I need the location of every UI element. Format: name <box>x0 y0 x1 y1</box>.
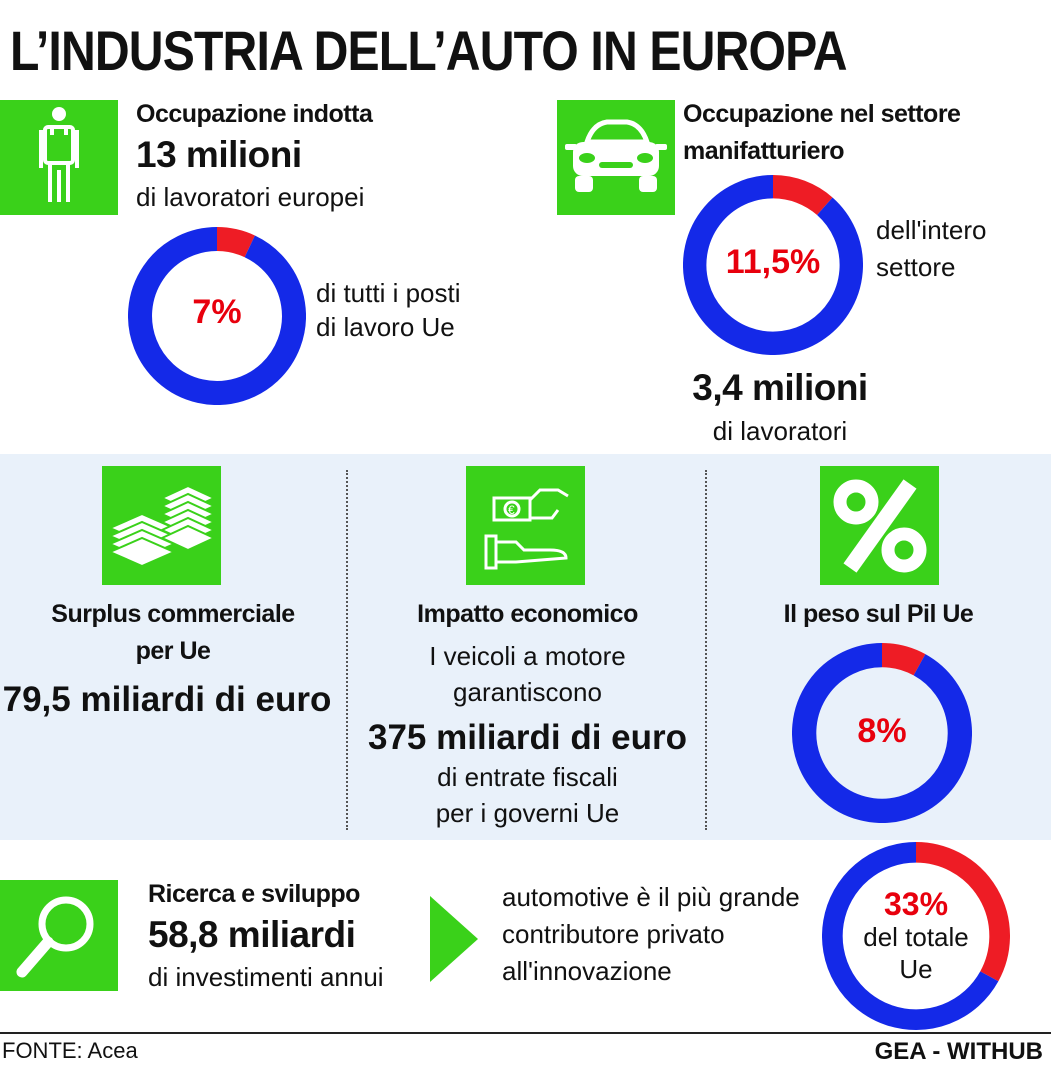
car-icon <box>565 119 667 192</box>
donut-slice-rest <box>822 842 999 1030</box>
indotta-note-2: di lavoro Ue <box>316 312 455 342</box>
indotta-heading: Occupazione indotta <box>136 100 373 128</box>
impatto-value: 375 miliardi di euro <box>368 718 687 757</box>
indotta-note-1: di tutti i posti <box>316 278 461 308</box>
donut-ricerca-svg <box>822 842 1010 1030</box>
money-stack-icon <box>107 484 217 568</box>
manif-value: 3,4 milioni <box>692 367 868 408</box>
surplus-heading-2: per Ue <box>135 637 211 665</box>
donut-slice-highlight <box>772 175 833 216</box>
donut-slice-highlight <box>915 842 1010 982</box>
manif-note-2: settore <box>876 252 956 282</box>
ricerca-text-3: all'innovazione <box>502 956 672 986</box>
donut-pil-svg <box>792 643 972 823</box>
money-stack-icon-box <box>102 466 221 585</box>
ricerca-value: 58,8 miliardi <box>148 914 356 955</box>
ricerca-text-2: contributore privato <box>502 919 725 949</box>
donut-ricerca-line-2: del totale <box>863 922 969 952</box>
payment-hand-icon-box: € <box>466 466 585 585</box>
donut-ricerca-line-3: Ue <box>899 954 933 984</box>
impatto-heading: Impatto economico <box>417 600 638 628</box>
indotta-sub: di lavoratori europei <box>136 182 365 212</box>
indotta-value: 13 milioni <box>136 134 302 175</box>
donut-pil-label: 8% <box>857 712 907 750</box>
separator-2 <box>705 470 707 830</box>
worker-icon-box <box>0 100 118 215</box>
source-label: FONTE: Acea <box>2 1038 138 1063</box>
impatto-line-2: garantiscono <box>453 677 602 707</box>
ricerca-sub: di investimenti annui <box>148 962 384 992</box>
donut-manif-svg <box>683 175 863 355</box>
donut-slice-highlight <box>881 643 926 676</box>
impatto-line-4: per i governi Ue <box>435 798 620 828</box>
donut-slice-rest <box>683 175 863 355</box>
surplus-heading-1: Surplus commerciale <box>51 600 295 628</box>
donut-slice-highlight <box>216 227 255 258</box>
manif-heading-2: manifatturiero <box>683 137 845 165</box>
manif-note-1: dell'intero <box>876 215 987 245</box>
donut-indotta-label: 7% <box>192 293 242 331</box>
arrow-right-icon <box>430 896 478 982</box>
surplus-value: 79,5 miliardi di euro <box>2 680 332 719</box>
separator-1 <box>346 470 348 830</box>
donut-pil: 8% <box>792 643 972 823</box>
donut-manif: 11,5% <box>683 175 863 355</box>
pil-heading: Il peso sul Pil Ue <box>783 600 974 628</box>
donut-ricerca: 33% del totale Ue <box>822 842 1010 1030</box>
brand-label: GEA - WITHUB <box>874 1038 1043 1065</box>
donut-manif-label: 11,5% <box>725 243 821 281</box>
payment-hand-icon: € <box>484 488 569 570</box>
donut-indotta-svg <box>128 227 306 405</box>
manif-sub: di lavoratori <box>712 416 848 446</box>
manif-heading-1: Occupazione nel settore <box>683 100 961 128</box>
percent-icon-box <box>820 466 939 585</box>
magnifier-icon-box <box>0 880 118 991</box>
worker-icon <box>39 107 79 202</box>
donut-slice-rest <box>792 643 972 823</box>
donut-ricerca-pct: 33% <box>883 886 949 922</box>
ricerca-text-1: automotive è il più grande <box>502 882 800 912</box>
donut-indotta: 7% <box>128 227 306 405</box>
magnifier-icon <box>16 896 94 978</box>
euro-glyph: € <box>508 503 515 517</box>
impatto-line-1: I veicoli a motore <box>429 641 626 671</box>
page-title: L’INDUSTRIA DELL’AUTO IN EUROPA <box>10 19 848 82</box>
percent-icon <box>833 479 927 573</box>
footer-rule <box>0 1032 1051 1034</box>
ricerca-heading: Ricerca e sviluppo <box>148 880 360 908</box>
donut-slice-rest <box>128 227 306 405</box>
car-icon-box <box>557 100 675 215</box>
impatto-line-3: di entrate fiscali <box>437 762 618 792</box>
